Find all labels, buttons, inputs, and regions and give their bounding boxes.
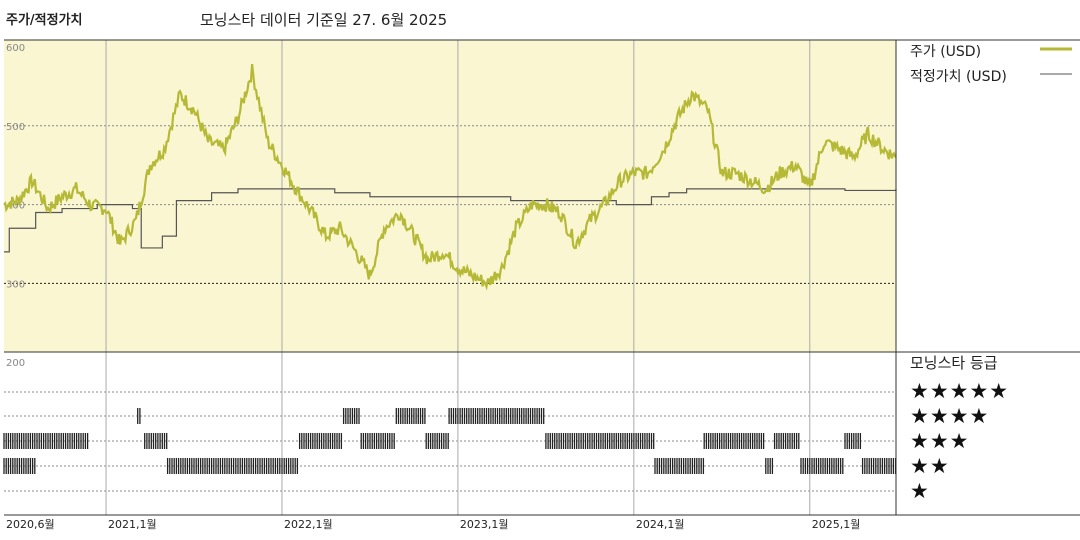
grid <box>4 40 896 515</box>
x-tick-label: 2025,1월 <box>812 518 861 531</box>
y-tick-label: 300 <box>6 279 25 290</box>
rating-segment-3-stars <box>545 433 655 449</box>
rating-segment-4-stars <box>448 408 545 424</box>
fair-value-series <box>4 188 897 253</box>
fair-value-line <box>4 188 897 253</box>
rating-segment-3-stars <box>298 433 343 449</box>
rating-segment-3-stars <box>3 433 89 449</box>
rating-segment-2-stars <box>654 458 705 474</box>
rating-segment-3-stars <box>844 433 862 449</box>
rating-segment-4-stars <box>395 408 426 424</box>
rating-5-stars: ★★★★★ <box>910 379 1010 403</box>
x-axis-ticks: 2020,6월 2021,1월 2022,1월 2023,1월 2024,1월 2025,… <box>6 518 860 531</box>
y-axis-ticks: 600 500 400 300 200 <box>6 43 25 369</box>
rating-segment-3-stars <box>773 433 800 449</box>
legend-fair-label: 적정가치 (USD) <box>910 69 1007 85</box>
rating-1-star: ★ <box>910 479 930 503</box>
rating-segment-3-stars <box>144 433 168 449</box>
x-tick-label: 2022,1월 <box>284 518 333 531</box>
rating-segment-2-stars <box>166 458 299 474</box>
data-date-subtitle: 모닝스타 데이터 기준일 27. 6월 2025 <box>200 11 448 29</box>
rating-segment-2-stars <box>861 458 897 474</box>
y-tick-label: 600 <box>6 43 25 54</box>
rating-segment-2-stars <box>3 458 36 474</box>
x-tick-label: 2024,1월 <box>636 518 685 531</box>
rating-4-stars: ★★★★ <box>910 404 990 428</box>
y-tick-label: 200 <box>6 358 25 369</box>
price-line <box>3 63 897 291</box>
rating-segment-2-stars <box>765 458 774 474</box>
rating-segment-2-stars <box>800 458 844 474</box>
legend-price-label: 주가 (USD) <box>910 44 982 60</box>
rating-2-stars: ★★ <box>910 454 950 478</box>
upper-plot-background <box>4 40 896 352</box>
x-tick-label: 2023,1월 <box>460 518 509 531</box>
x-tick-label: 2021,1월 <box>108 518 157 531</box>
rating-segment-3-stars <box>425 433 449 449</box>
rating-segment-4-stars <box>342 408 360 424</box>
rating-segment-3-stars <box>703 433 765 449</box>
rating-history <box>3 408 897 474</box>
rating-segment-4-stars <box>137 408 141 424</box>
rating-panel-title: 모닝스타 등급 <box>910 354 998 372</box>
chart-title: 주가/적정가치 <box>6 13 83 28</box>
y-tick-label: 500 <box>6 122 25 133</box>
rating-3-stars: ★★★ <box>910 429 970 453</box>
x-tick-label: 2020,6월 <box>6 518 55 531</box>
price-series <box>3 63 897 291</box>
y-tick-label: 400 <box>6 201 25 212</box>
rating-segment-3-stars <box>360 433 395 449</box>
